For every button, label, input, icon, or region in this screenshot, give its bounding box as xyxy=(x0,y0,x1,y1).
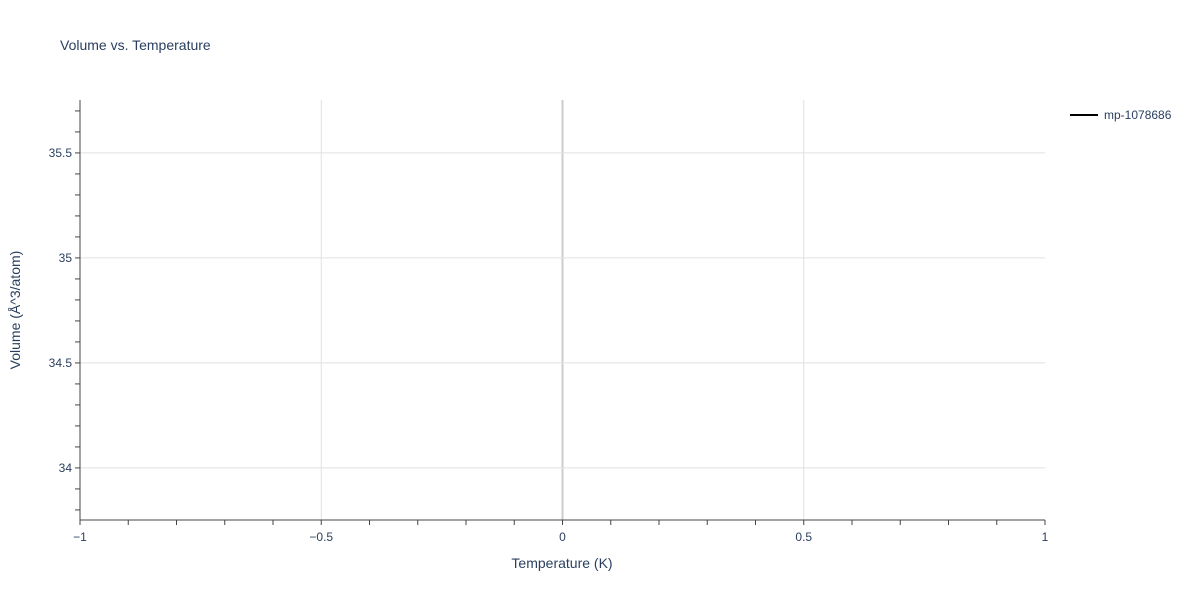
y-axis-label: Volume (Å^3/atom) xyxy=(7,251,23,370)
x-axis-label: Temperature (K) xyxy=(511,555,612,571)
y-tick-label: 34 xyxy=(59,461,73,475)
y-tick-label: 35.5 xyxy=(49,146,73,160)
x-tick-label: 0 xyxy=(559,530,566,544)
chart-title: Volume vs. Temperature xyxy=(60,37,211,53)
y-tick-label: 35 xyxy=(59,251,73,265)
x-tick-label: −1 xyxy=(73,530,87,544)
legend-label: mp-1078686 xyxy=(1104,108,1172,122)
x-tick-label: 1 xyxy=(1042,530,1049,544)
x-tick-label: 0.5 xyxy=(795,530,812,544)
legend[interactable]: mp-1078686 xyxy=(1070,108,1172,122)
x-tick-label: −0.5 xyxy=(309,530,333,544)
y-tick-label: 34.5 xyxy=(49,356,73,370)
